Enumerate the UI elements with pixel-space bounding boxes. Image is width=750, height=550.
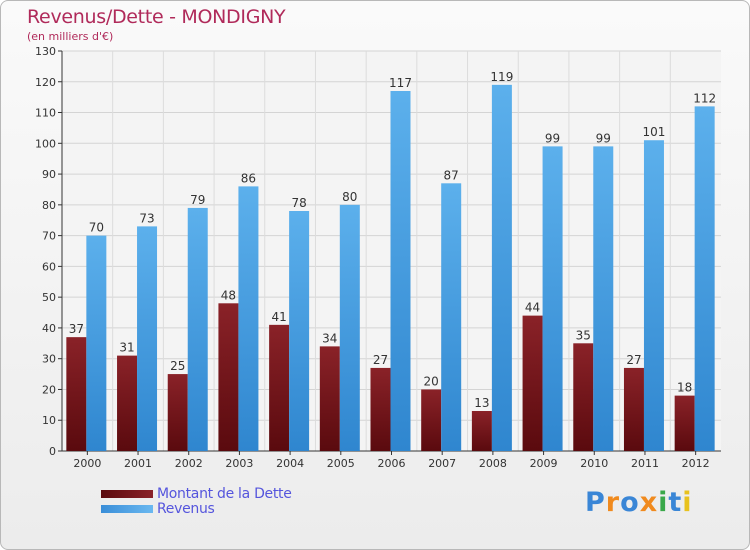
bar-revenue-2009 <box>542 146 563 451</box>
bar-debt-2004 <box>269 324 290 451</box>
bar-debt-2009 <box>522 315 543 451</box>
bar-debt-2007 <box>421 389 442 451</box>
xtick-label-2007: 2007 <box>428 457 456 470</box>
data-label-debt-2012: 18 <box>677 381 692 395</box>
data-label-debt-2005: 34 <box>322 331 337 345</box>
logo-letter: P <box>585 487 606 518</box>
bar-revenue-2001 <box>137 226 158 451</box>
ytick-label-0: 0 <box>49 445 56 458</box>
proxiti-logo: Proxiti <box>585 487 693 518</box>
ytick-label-100: 100 <box>35 137 56 150</box>
bar-debt-2005 <box>319 346 340 451</box>
xtick-label-2008: 2008 <box>479 457 507 470</box>
data-label-debt-2000: 37 <box>69 322 84 336</box>
logo-letter: x <box>639 487 659 518</box>
bar-revenue-2000 <box>86 235 107 451</box>
bar-revenue-2004 <box>289 211 310 451</box>
data-label-revenue-2000: 70 <box>89 221 104 235</box>
bar-revenue-2012 <box>694 106 715 451</box>
data-label-revenue-2005: 80 <box>342 190 357 204</box>
bar-revenue-2011 <box>643 140 664 451</box>
xtick-label-2010: 2010 <box>580 457 608 470</box>
chart-title: Revenus/Dette - MONDIGNY <box>27 6 286 28</box>
bar-debt-2012 <box>674 395 695 451</box>
bar-revenue-2006 <box>390 91 411 451</box>
bar-revenue-2008 <box>491 84 512 451</box>
ytick-label-30: 30 <box>42 353 56 366</box>
bar-revenue-2007 <box>441 183 462 452</box>
ytick-label-120: 120 <box>35 76 56 89</box>
data-label-debt-2007: 20 <box>424 374 439 388</box>
data-label-revenue-2007: 87 <box>444 168 459 182</box>
data-label-debt-2006: 27 <box>373 353 388 367</box>
legend-swatch-debt <box>101 490 153 498</box>
bar-revenue-2005 <box>339 204 360 451</box>
bar-debt-2006 <box>370 367 391 451</box>
data-label-revenue-2002: 79 <box>190 193 205 207</box>
data-label-revenue-2011: 101 <box>643 125 666 139</box>
ytick-label-130: 130 <box>35 45 56 58</box>
bar-revenue-2002 <box>187 207 208 451</box>
logo-letter: t <box>668 487 683 518</box>
ytick-label-70: 70 <box>42 230 56 243</box>
xtick-label-2002: 2002 <box>175 457 203 470</box>
xtick-label-2006: 2006 <box>378 457 406 470</box>
ytick-label-110: 110 <box>35 107 56 120</box>
ytick-label-10: 10 <box>42 414 56 427</box>
logo-letter: i <box>682 487 693 518</box>
data-label-revenue-2009: 99 <box>545 131 560 145</box>
data-label-revenue-2003: 86 <box>241 171 256 185</box>
data-label-debt-2011: 27 <box>626 353 641 367</box>
bar-debt-2008 <box>471 411 492 451</box>
ytick-label-50: 50 <box>42 291 56 304</box>
data-label-debt-2002: 25 <box>170 359 185 373</box>
data-label-revenue-2008: 119 <box>490 70 513 84</box>
chart-subtitle: (en milliers d'€) <box>27 30 114 43</box>
data-label-debt-2009: 44 <box>525 301 540 315</box>
bar-debt-2002 <box>167 374 188 451</box>
data-label-revenue-2010: 99 <box>596 131 611 145</box>
data-label-debt-2003: 48 <box>221 288 236 302</box>
xtick-label-2001: 2001 <box>124 457 152 470</box>
bar-debt-2011 <box>623 367 644 451</box>
xtick-label-2003: 2003 <box>225 457 253 470</box>
bar-debt-2000 <box>66 337 87 451</box>
data-label-debt-2008: 13 <box>474 396 489 410</box>
legend-label-revenue: Revenus <box>157 501 215 517</box>
ytick-label-60: 60 <box>42 260 56 273</box>
data-label-debt-2010: 35 <box>576 328 591 342</box>
legend-label-debt: Montant de la Dette <box>157 486 292 502</box>
logo-letter: o <box>620 487 640 518</box>
ytick-label-20: 20 <box>42 383 56 396</box>
bar-debt-2001 <box>117 355 138 451</box>
ytick-label-40: 40 <box>42 322 56 335</box>
data-label-revenue-2006: 117 <box>389 76 412 90</box>
legend-swatch-revenue <box>101 505 153 513</box>
bar-debt-2003 <box>218 303 239 451</box>
bar-revenue-2003 <box>238 186 259 451</box>
data-label-revenue-2012: 112 <box>693 91 716 105</box>
bar-layer <box>66 84 715 452</box>
xtick-label-2004: 2004 <box>276 457 304 470</box>
logo-letter: r <box>605 487 621 518</box>
data-label-revenue-2001: 73 <box>139 211 154 225</box>
data-label-debt-2004: 41 <box>271 310 286 324</box>
ytick-label-90: 90 <box>42 168 56 181</box>
xtick-label-2005: 2005 <box>327 457 355 470</box>
label-layer: 2000 37 70 2001 31 73 2002 25 79 2003 48 86 2004 41 78… <box>69 70 716 470</box>
xtick-label-2011: 2011 <box>631 457 659 470</box>
data-label-revenue-2004: 78 <box>291 196 306 210</box>
xtick-label-2012: 2012 <box>682 457 710 470</box>
xtick-label-2009: 2009 <box>530 457 558 470</box>
data-label-debt-2001: 31 <box>119 341 134 355</box>
bar-revenue-2010 <box>593 146 614 451</box>
xtick-label-2000: 2000 <box>73 457 101 470</box>
ytick-label-80: 80 <box>42 199 56 212</box>
bar-debt-2010 <box>573 343 594 451</box>
logo-letter: i <box>658 487 669 518</box>
